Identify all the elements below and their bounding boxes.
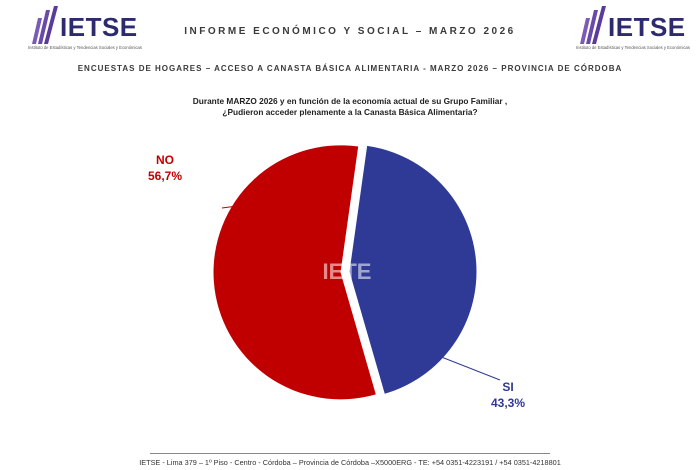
logo-subtext: Instituto de Estadísticas y Tendencias S… [576,45,690,50]
logo-text: IETSE [608,12,686,42]
report-title: INFORME ECONÓMICO Y SOCIAL – MARZO 2026 [184,26,516,37]
pie-slice-no [213,145,376,400]
watermark-text: IETE [323,259,372,284]
chart-question: Durante MARZO 2026 y en función de la ec… [120,96,580,118]
ietse-logo-right: IETSE Instituto de Estadísticas y Tenden… [572,4,692,54]
leader-line-no [221,205,240,209]
footer-divider [150,453,550,454]
ietse-logo-left: IETSE Instituto de Estadísticas y Tenden… [24,4,144,54]
slice-label-no: NO [156,153,174,167]
slice-label-si: SI [502,380,513,394]
survey-title: ENCUESTAS DE HOGARES – ACCESO A CANASTA … [77,64,623,73]
slice-value-si: 43,3% [491,396,525,410]
leader-line-si [437,355,501,381]
pie-chart: IETE NO 56,7% SI 43,3% [148,145,525,410]
logo-text: IETSE [60,12,138,42]
question-line-2: ¿Pudieron acceder plenamente a la Canast… [222,107,478,117]
pie-slice-si [349,145,477,394]
slice-value-no: 56,7% [148,169,182,183]
question-line-1: Durante MARZO 2026 y en función de la ec… [192,96,508,106]
logo-bars-icon [32,6,58,44]
footer-contact: IETSE - Lima 379 – 1º Piso - Centro - Có… [139,458,561,467]
logo-subtext: Instituto de Estadísticas y Tendencias S… [28,45,142,50]
logo-bars-icon [580,6,606,44]
